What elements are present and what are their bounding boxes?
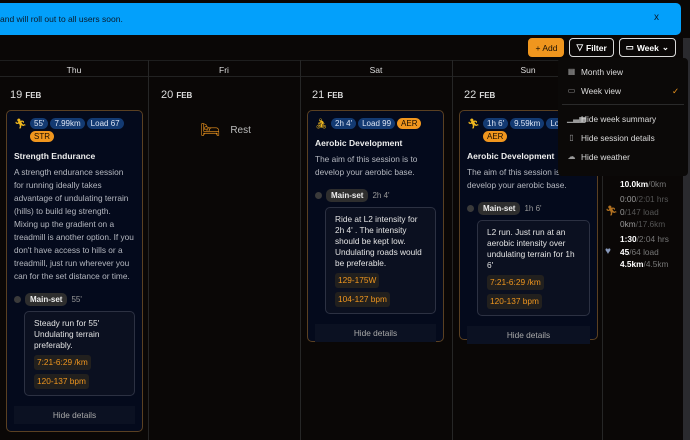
hide-details-button[interactable]: Hide details: [315, 324, 436, 342]
load-tag: Load 67: [86, 118, 124, 129]
duration-tag: 2h 4': [331, 118, 357, 129]
announcement-banner: and will roll out to all users soon. x: [0, 3, 681, 35]
rest-label: Rest: [230, 124, 251, 136]
bar-chart-icon: ▁▃▅: [567, 114, 586, 123]
divider: [452, 60, 453, 440]
step-text: Ride at L2 intensity for 2h 4' . The int…: [335, 214, 422, 268]
set-duration: 55': [71, 295, 82, 304]
document-icon: ▯: [569, 133, 574, 142]
banner-text: and will roll out to all users soon.: [0, 14, 123, 24]
filter-label: Filter: [586, 42, 607, 53]
dot-icon: [14, 296, 21, 303]
other-summary: 1:30/2:04 hrs 45/64 load 4.5km/4.5km: [620, 234, 669, 269]
dot-icon: [467, 205, 474, 212]
hide-details-button[interactable]: Hide details: [14, 406, 135, 424]
step-block: L2 run. Just run at an aerobic intensity…: [477, 220, 590, 316]
heart-icon: ♥: [605, 246, 611, 257]
day-header-row: Thu Fri Sat Sun: [0, 60, 683, 77]
menu-label: Hide weather: [581, 151, 630, 162]
menu-label: Week view: [581, 85, 621, 96]
set-duration: 2h 4': [372, 191, 390, 200]
pace-target: 7:21-6:29 /km: [487, 275, 544, 290]
step-text: Steady run for 55' Undulating terrain pr…: [34, 318, 100, 350]
menu-item-hide-week-summary[interactable]: ▁▃▅ Hide week summary: [558, 109, 688, 128]
session-title: Aerobic Development: [467, 151, 555, 161]
type-tag: AER: [483, 131, 508, 142]
divider: [562, 104, 684, 105]
step-block: Ride at L2 intensity for 2h 4' . The int…: [325, 207, 436, 314]
divider: [602, 60, 603, 440]
view-menu: ▦ Month view ▭ Week view ✓ ▁▃▅ Hide week sum…: [558, 58, 688, 176]
load-tag: Load 99: [358, 118, 396, 129]
grid-icon: ▦: [567, 67, 576, 76]
set-label: Main-set: [478, 202, 521, 215]
running-icon: 🏃︎: [605, 206, 618, 217]
day-header: Thu: [66, 65, 82, 75]
distance-tag: 7.99km: [50, 118, 85, 129]
bike-summary: 10.0km/0km: [620, 179, 667, 189]
session-title: Aerobic Development: [315, 138, 403, 148]
menu-label: Hide session details: [581, 132, 655, 143]
menu-item-month-view[interactable]: ▦ Month view: [558, 62, 688, 81]
bed-icon: 🛏︎: [200, 122, 221, 139]
day-header: Fri: [219, 65, 229, 75]
filter-button[interactable]: ▽ Filter: [569, 38, 614, 57]
filter-icon: ▽: [576, 42, 583, 52]
hr-target: 120-137 bpm: [487, 294, 542, 309]
chevron-down-icon: ⌄: [661, 42, 669, 52]
step-block: Steady run for 55' Undulating terrain pr…: [24, 311, 135, 396]
set-duration: 1h 6': [524, 204, 542, 213]
calendar-icon: ▭: [625, 42, 634, 52]
step-text: L2 run. Just run at an aerobic intensity…: [487, 227, 575, 270]
cycling-icon: 🚴︎: [315, 119, 328, 130]
set-label: Main-set: [25, 293, 68, 306]
date-label: 19 FEB: [10, 89, 42, 101]
session-description: The aim of this session is to develop yo…: [315, 154, 418, 177]
add-button[interactable]: + Add: [528, 38, 565, 57]
session-title: Strength Endurance: [14, 151, 96, 161]
hr-target: 120-137 bpm: [34, 374, 89, 389]
session-description: A strength endurance session for running…: [14, 167, 134, 281]
duration-tag: 55': [30, 118, 49, 129]
run-summary: 0:00/2:01 hrs 0/147 load 0km/17.6km: [620, 194, 669, 229]
running-icon: 🏃︎: [467, 119, 480, 130]
type-tag: STR: [30, 131, 54, 142]
dot-icon: [315, 192, 322, 199]
date-label: 21 FEB: [312, 89, 344, 101]
view-select[interactable]: ▭ Week ⌄: [618, 38, 676, 57]
menu-label: Hide week summary: [581, 113, 657, 124]
view-label: Week: [636, 42, 659, 53]
scrollbar[interactable]: [683, 38, 690, 440]
hide-details-button[interactable]: Hide details: [467, 326, 590, 344]
check-icon: ✓: [672, 85, 679, 96]
day-header: Sat: [369, 65, 383, 75]
running-icon: 🏃︎: [14, 119, 27, 130]
menu-item-hide-weather[interactable]: ☁︎ Hide weather: [558, 147, 688, 166]
menu-item-week-view[interactable]: ▭ Week view ✓: [558, 81, 688, 100]
power-target: 129-175W: [335, 273, 380, 288]
toolbar: + Add ▽ Filter ▭ Week ⌄: [528, 38, 676, 57]
date-label: 22 FEB: [464, 89, 496, 101]
calendar-icon: ▭: [567, 86, 576, 95]
set-label: Main-set: [326, 189, 369, 202]
divider: [148, 60, 149, 440]
duration-tag: 1h 6': [483, 118, 509, 129]
rest-day: 🛏︎ Rest: [200, 120, 251, 140]
session-description: The aim of this session is to develop yo…: [467, 167, 570, 190]
hr-target: 104-127 bpm: [335, 292, 390, 307]
cloud-icon: ☁︎: [567, 152, 576, 161]
divider: [300, 60, 301, 440]
menu-label: Month view: [581, 66, 623, 77]
date-label: 20 FEB: [161, 89, 193, 101]
session-card[interactable]: 🚴︎ 2h 4' Load 99 AER Aerobic Development Th…: [307, 110, 444, 342]
distance-tag: 9.59km: [510, 118, 545, 129]
pace-target: 7:21-6:29 /km: [34, 355, 91, 370]
day-header: Sun: [520, 65, 536, 75]
session-card[interactable]: 🏃︎ 55' 7.99km Load 67 STR Strength Endurance…: [6, 110, 143, 432]
menu-item-hide-session-details[interactable]: ▯ Hide session details: [558, 128, 688, 147]
type-tag: AER: [397, 118, 422, 129]
close-banner-button[interactable]: x: [654, 12, 659, 23]
